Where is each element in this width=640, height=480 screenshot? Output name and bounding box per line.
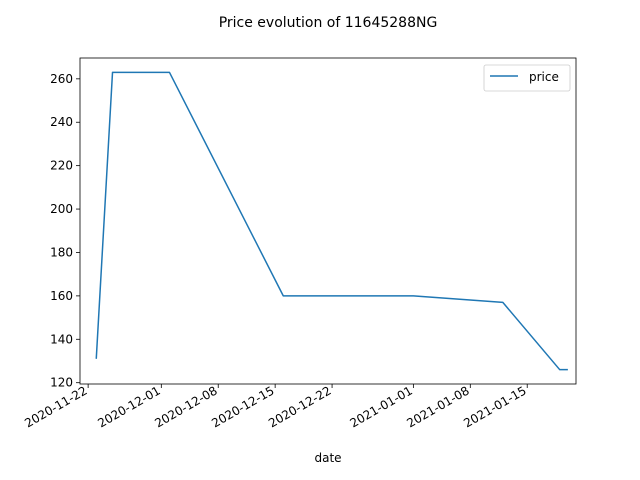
x-tick-label: 2020-12-08 [152,383,219,430]
series-group [95,71,568,371]
y-tick-label: 180 [50,245,73,259]
y-tick-label: 200 [50,202,73,216]
chart-title: Price evolution of 11645288NG [219,15,438,31]
y-tick-label: 120 [50,376,73,390]
x-tick-label: 2020-12-15 [209,383,276,430]
x-tick-label: 2020-12-01 [95,383,162,430]
legend-box [483,64,571,92]
y-tick-label: 240 [50,115,73,129]
x-tick-label: 2020-11-22 [22,383,89,430]
series-line-price [95,71,568,371]
y-tick-label: 140 [50,332,73,346]
legend: price [483,64,571,92]
x-tick-label: 2021-01-01 [347,383,414,430]
legend-label: price [529,70,559,84]
x-tick-label: 2020-12-22 [266,383,333,430]
y-tick-label: 160 [50,289,73,303]
plot-frame [79,57,577,385]
x-tick-label: 2021-01-08 [404,383,471,430]
x-axis: 2020-11-22 2020-12-012020-12-082020-12-15… [22,383,528,430]
y-tick-label: 220 [50,159,73,173]
plot-area [80,58,576,384]
x-tick-label: 2021-01-15 [461,383,528,430]
x-axis-label: date [314,451,341,465]
y-tick-label: 260 [50,72,73,86]
y-axis: 120 140 160 180 200 220 240 260 [50,72,80,390]
